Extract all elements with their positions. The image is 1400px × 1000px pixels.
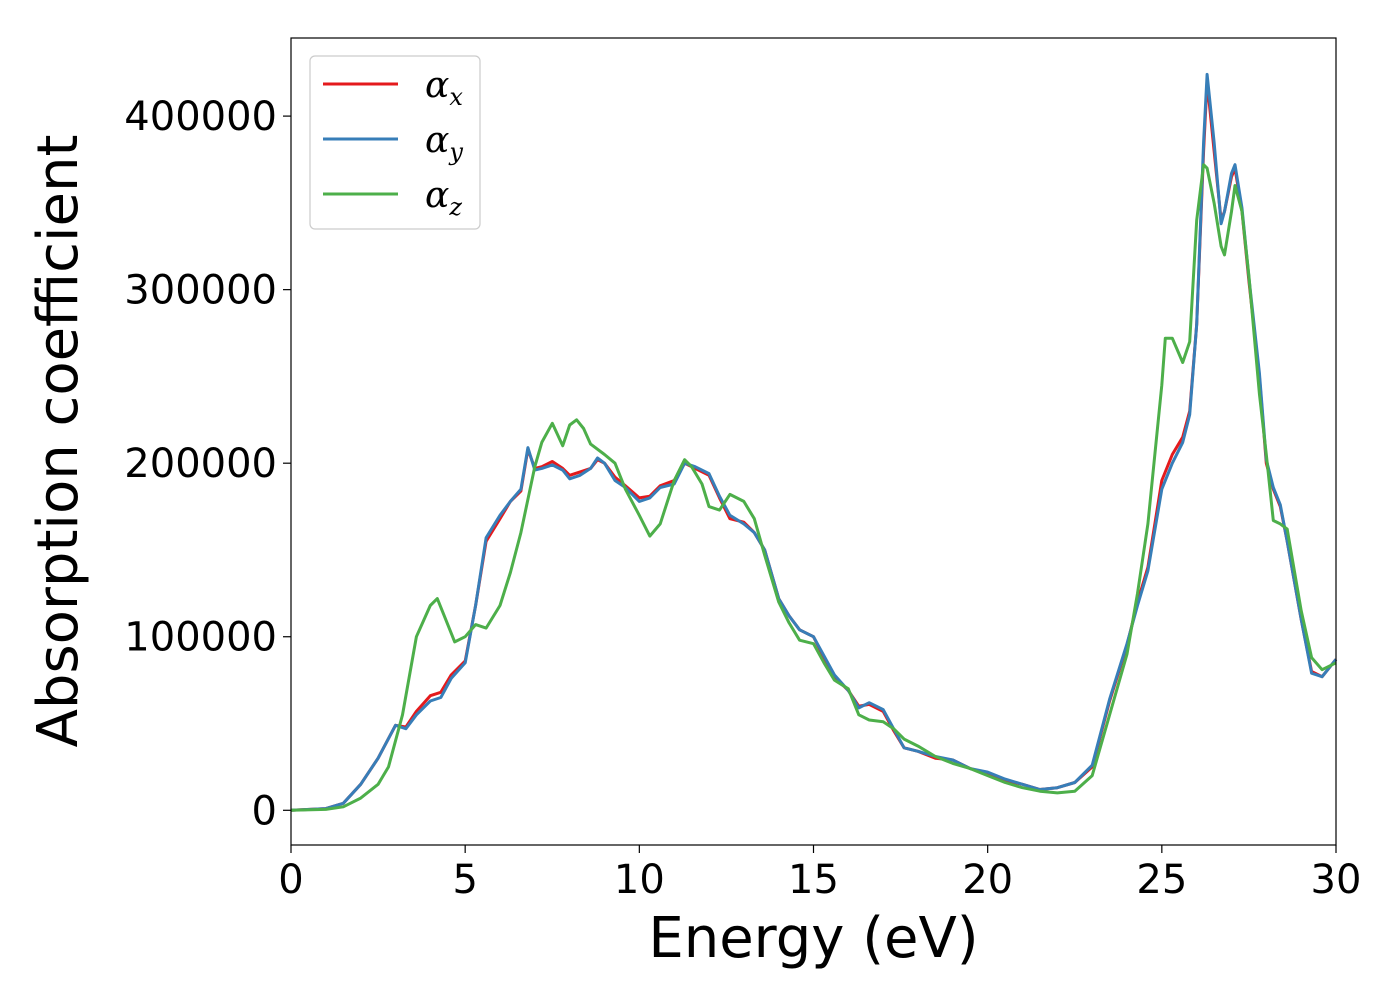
- y-tick-label: 300000: [124, 268, 277, 314]
- series-line-alpha-y: [290, 72, 1338, 812]
- legend-name-alpha-x: α: [425, 65, 449, 106]
- x-tick-label: 5: [452, 857, 477, 903]
- legend-entry-alpha-z: αz: [425, 175, 462, 221]
- x-axis-label: Energy (eV): [648, 906, 978, 971]
- series-line-alpha-z: [290, 163, 1337, 812]
- legend-entry-alpha-y: αy: [425, 120, 463, 166]
- x-tick-label: 20: [962, 857, 1013, 903]
- x-tick-label: 0: [278, 857, 303, 903]
- series-layer: [290, 72, 1338, 812]
- x-tick-label: 30: [1311, 857, 1362, 903]
- axis-layer: 0 5 10 15 20 25 30 0 100000 200000 300000 400000: [124, 94, 1361, 903]
- legend-frame: [309, 55, 481, 230]
- y-tick-label: 100000: [124, 615, 277, 661]
- x-tick-label: 10: [614, 857, 665, 903]
- legend-sub-alpha-x: x: [449, 83, 463, 111]
- x-tick-label: 25: [1136, 857, 1187, 903]
- legend-name-alpha-z: α: [425, 175, 449, 216]
- plot-frame: [290, 37, 1337, 846]
- y-axis-label: Absorption coefficient: [26, 135, 91, 748]
- x-tick-label: 15: [788, 857, 839, 903]
- legend-entry-alpha-x: αx: [425, 65, 463, 111]
- y-tick-label: 0: [252, 788, 277, 834]
- y-tick-label: 400000: [124, 94, 277, 140]
- legend-sub-alpha-y: y: [448, 138, 463, 166]
- legend-name-alpha-y: α: [425, 120, 449, 161]
- y-tick-label: 200000: [124, 441, 277, 487]
- legend-sub-alpha-z: z: [448, 193, 462, 221]
- legend: αx αy αz: [309, 55, 481, 230]
